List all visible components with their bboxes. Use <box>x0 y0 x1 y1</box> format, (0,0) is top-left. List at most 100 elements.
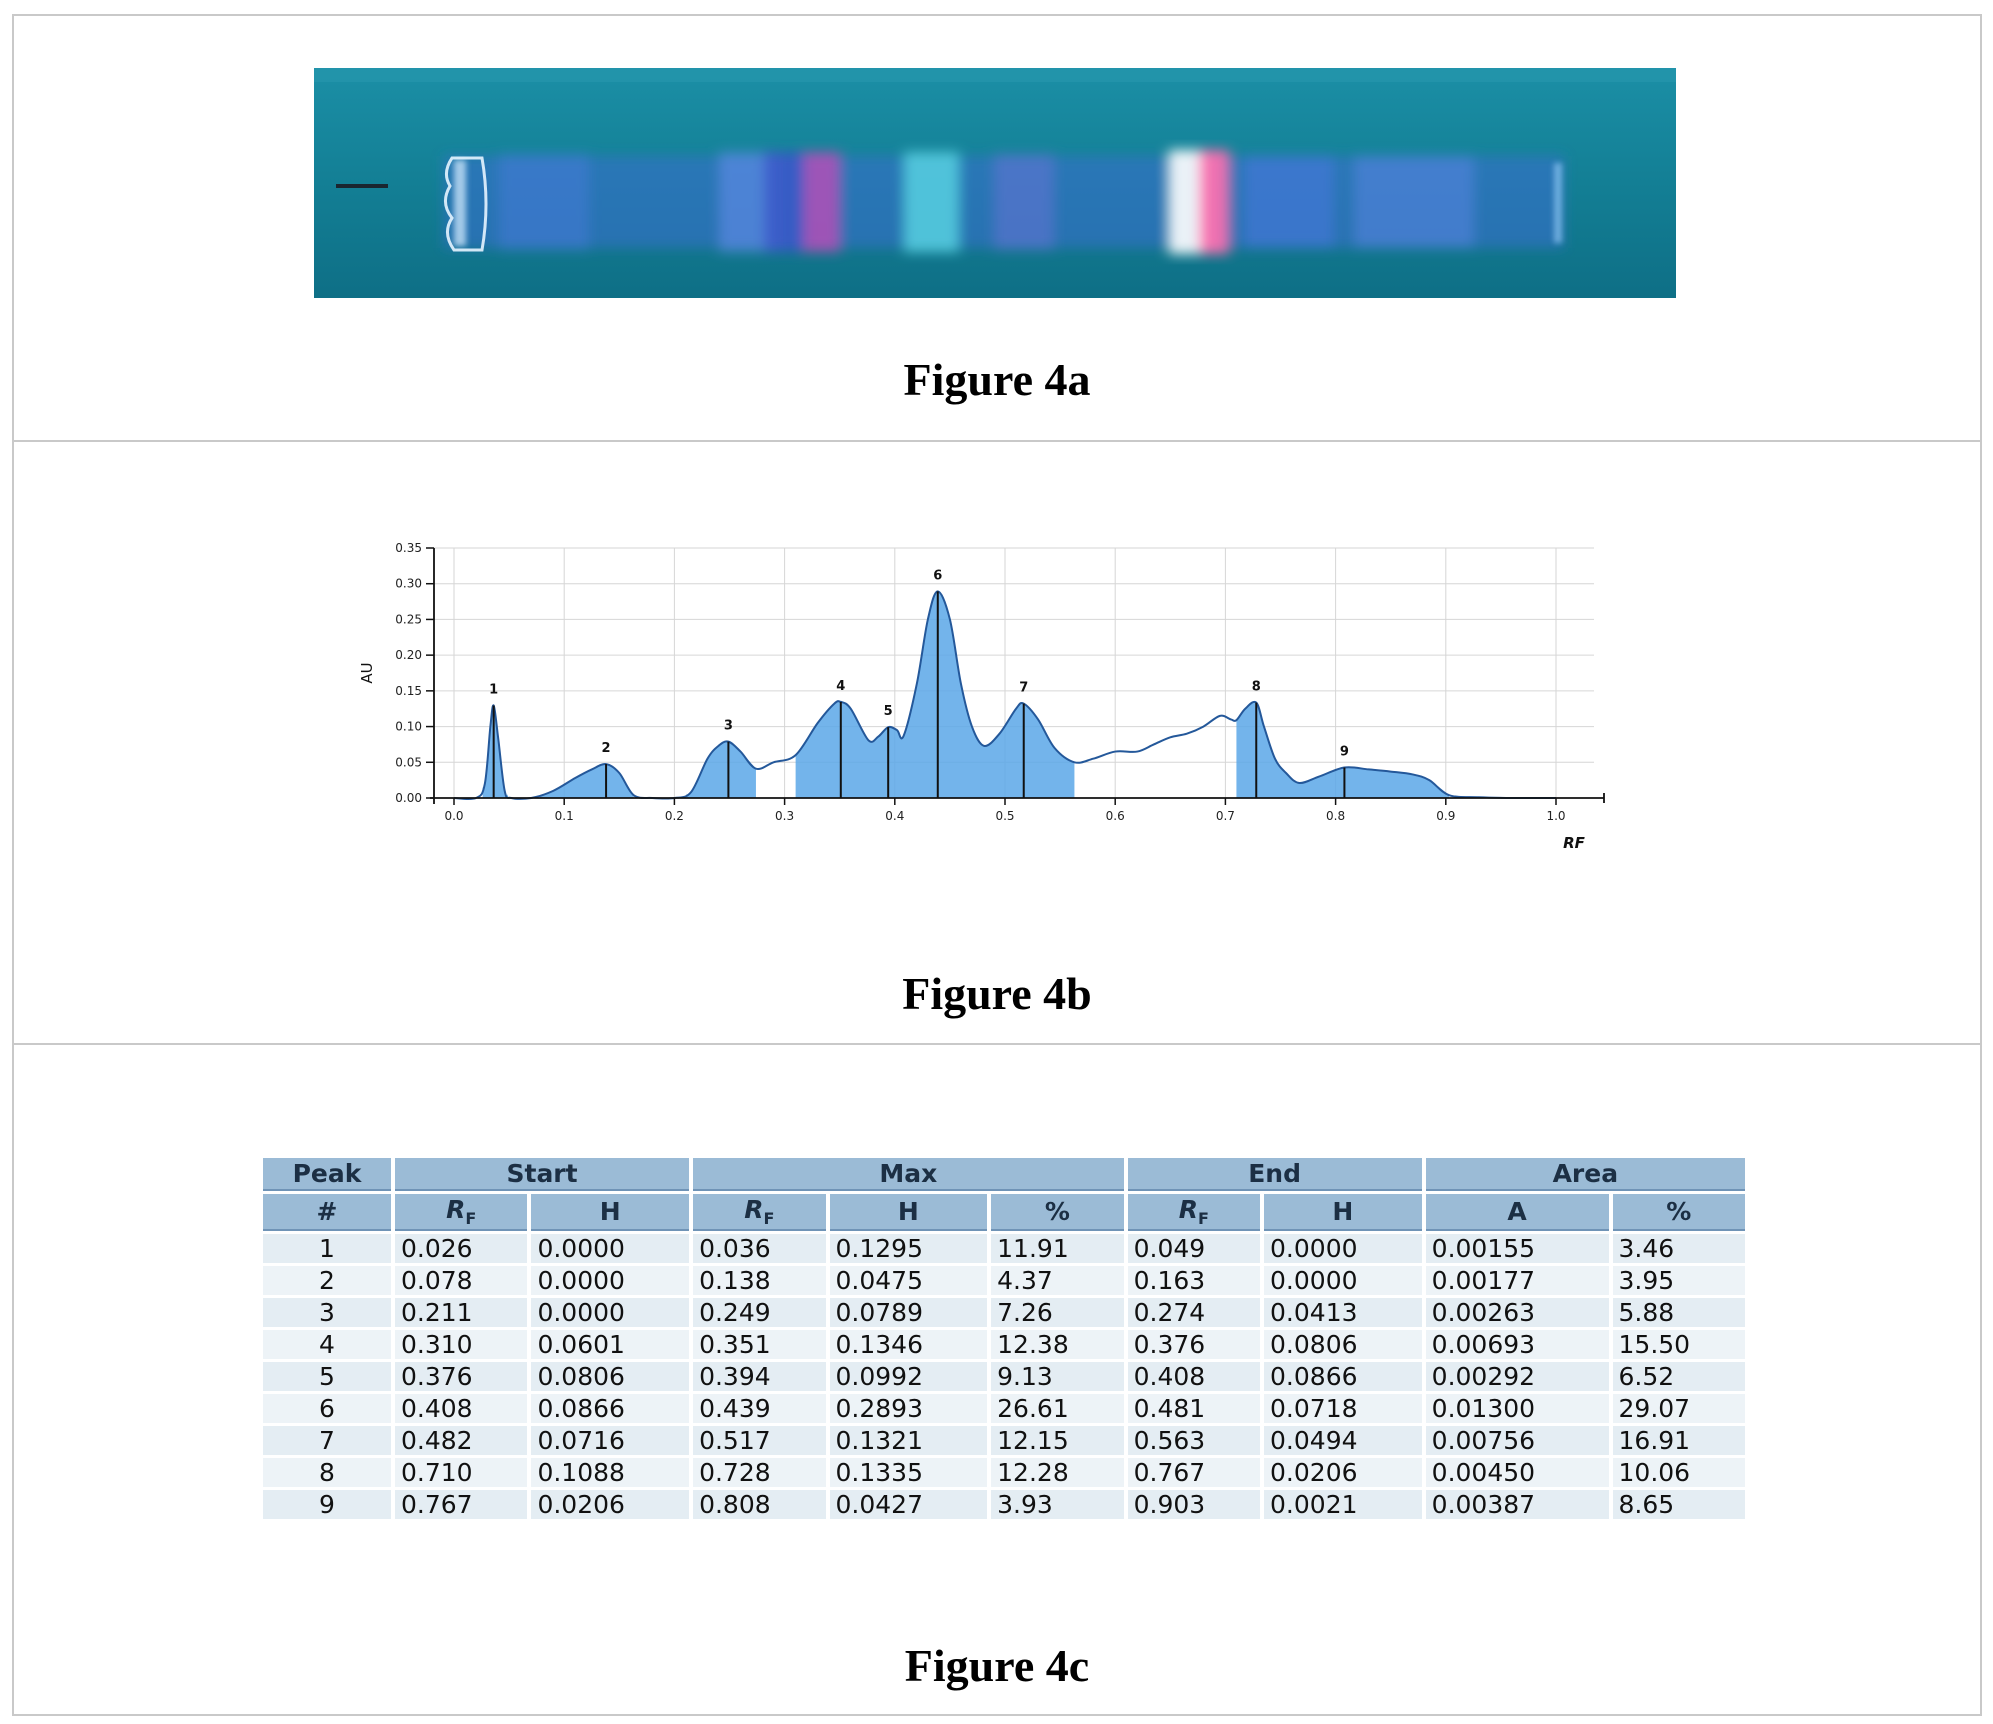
cell-start-h: 0.0000 <box>531 1266 690 1295</box>
x-tick-label: 0.6 <box>1106 809 1125 823</box>
chart-axes: 0.000.050.100.150.200.250.300.350.0 0.1 0.… <box>395 541 1605 823</box>
table-row: 8 0.710 0.1088 0.728 0.1335 12.28 0.767 0.0206 0… <box>263 1458 1745 1487</box>
cell-area-pct: 10.06 <box>1612 1458 1745 1487</box>
cell-end-h: 0.0494 <box>1264 1426 1422 1455</box>
cell-start-rf: 0.482 <box>395 1426 528 1455</box>
header-max-h: H <box>829 1194 988 1231</box>
cell-peak-number: 8 <box>263 1458 391 1487</box>
x-tick-label: 0.1 <box>555 809 574 823</box>
table-row: 6 0.408 0.0866 0.439 0.2893 26.61 0.481 0.0718 0… <box>263 1394 1745 1423</box>
cell-max-pct: 4.37 <box>991 1266 1124 1295</box>
cell-end-h: 0.0718 <box>1264 1394 1422 1423</box>
cell-start-rf: 0.026 <box>395 1234 528 1263</box>
peak-label: 2 <box>602 741 611 756</box>
cell-end-h: 0.0000 <box>1264 1266 1422 1295</box>
cell-start-rf: 0.710 <box>395 1458 528 1487</box>
peak-area-fills <box>482 591 1451 798</box>
figure-4a-caption: Figure 4a <box>903 354 1091 405</box>
header-area-a: A <box>1425 1194 1609 1231</box>
peak-markers: 1 2 3 4 5 6 7 8 9 <box>489 568 1349 798</box>
cell-max-rf: 0.808 <box>693 1490 826 1519</box>
y-tick-label: 0.05 <box>395 755 422 769</box>
header-start-h: H <box>531 1194 690 1231</box>
cell-max-h: 0.0475 <box>829 1266 988 1295</box>
header-max-rf: RF <box>693 1194 826 1231</box>
peak-area-fill <box>539 764 635 798</box>
header-end-h: H <box>1264 1194 1422 1231</box>
peak-label: 4 <box>836 679 845 694</box>
y-tick-label: 0.25 <box>395 612 422 626</box>
densitogram-chart: 0.000.050.100.150.200.250.300.350.0 0.1 0.… <box>358 541 1605 852</box>
y-tick-label: 0.00 <box>395 791 422 805</box>
x-tick-label: 0.8 <box>1326 809 1345 823</box>
cell-area-pct: 8.65 <box>1612 1490 1745 1519</box>
tlc-plate-image <box>314 68 1676 298</box>
y-tick-label: 0.35 <box>395 541 422 555</box>
cell-end-rf: 0.408 <box>1127 1362 1261 1391</box>
cell-max-rf: 0.394 <box>693 1362 826 1391</box>
y-tick-label: 0.15 <box>395 684 422 698</box>
cell-max-pct: 3.93 <box>991 1490 1124 1519</box>
cell-max-rf: 0.138 <box>693 1266 826 1295</box>
peak-label: 8 <box>1252 680 1261 695</box>
cell-start-rf: 0.078 <box>395 1266 528 1295</box>
cell-area-a: 0.00693 <box>1425 1330 1609 1359</box>
cell-max-rf: 0.249 <box>693 1298 826 1327</box>
cell-max-h: 0.1346 <box>829 1330 988 1359</box>
cell-end-rf: 0.376 <box>1127 1330 1261 1359</box>
x-tick-label: 0.7 <box>1216 809 1235 823</box>
cell-max-rf: 0.517 <box>693 1426 826 1455</box>
peak-area-fill <box>793 591 1076 798</box>
cell-start-h: 0.0000 <box>531 1234 690 1263</box>
cell-end-rf: 0.767 <box>1127 1458 1261 1487</box>
table-row: 7 0.482 0.0716 0.517 0.1321 12.15 0.563 0.0494 0… <box>263 1426 1745 1455</box>
peak-table-body: 1 0.026 0.0000 0.036 0.1295 11.91 0.049 0.0000 0… <box>263 1234 1745 1519</box>
cell-start-h: 0.0866 <box>531 1394 690 1423</box>
cell-end-h: 0.0206 <box>1264 1458 1422 1487</box>
header-area-pct: % <box>1612 1194 1745 1231</box>
figure-4b-caption: Figure 4b <box>902 968 1092 1019</box>
cell-area-pct: 6.52 <box>1612 1362 1745 1391</box>
cell-max-h: 0.1321 <box>829 1426 988 1455</box>
peak-label: 3 <box>724 719 733 734</box>
x-tick-label: 0.3 <box>775 809 794 823</box>
header-start: Start <box>395 1158 690 1191</box>
cell-area-pct: 3.46 <box>1612 1234 1745 1263</box>
cell-start-rf: 0.767 <box>395 1490 528 1519</box>
x-tick-label: 1.0 <box>1546 809 1565 823</box>
cell-end-rf: 0.563 <box>1127 1426 1261 1455</box>
cell-end-h: 0.0806 <box>1264 1330 1422 1359</box>
cell-start-rf: 0.408 <box>395 1394 528 1423</box>
cell-peak-number: 5 <box>263 1362 391 1391</box>
cell-area-pct: 29.07 <box>1612 1394 1745 1423</box>
x-axis-title: RF <box>1563 834 1586 852</box>
cell-peak-number: 3 <box>263 1298 391 1327</box>
header-area: Area <box>1425 1158 1745 1191</box>
cell-start-h: 0.0206 <box>531 1490 690 1519</box>
header-peak: Peak <box>263 1158 391 1191</box>
figure-4c-panel: Peak Start Max End Area # RF H RF H % RF… <box>14 1045 1980 1716</box>
x-tick-label: 0.4 <box>885 809 904 823</box>
cell-max-rf: 0.439 <box>693 1394 826 1423</box>
cell-start-rf: 0.310 <box>395 1330 528 1359</box>
peak-area-fill <box>686 741 758 798</box>
x-tick-label: 0.0 <box>444 809 463 823</box>
cell-area-pct: 3.95 <box>1612 1266 1745 1295</box>
cell-start-rf: 0.376 <box>395 1362 528 1391</box>
cell-area-a: 0.00177 <box>1425 1266 1609 1295</box>
cell-max-h: 0.0992 <box>829 1362 988 1391</box>
cell-peak-number: 2 <box>263 1266 391 1295</box>
peak-label: 7 <box>1019 681 1028 696</box>
cell-peak-number: 6 <box>263 1394 391 1423</box>
cell-area-pct: 16.91 <box>1612 1426 1745 1455</box>
cell-end-h: 0.0000 <box>1264 1234 1422 1263</box>
y-tick-label: 0.30 <box>395 577 422 591</box>
header-end-rf: RF <box>1127 1194 1261 1231</box>
cell-end-rf: 0.274 <box>1127 1298 1261 1327</box>
cell-max-pct: 12.28 <box>991 1458 1124 1487</box>
table-row: 3 0.211 0.0000 0.249 0.0789 7.26 0.274 0.0413 0.… <box>263 1298 1745 1327</box>
cell-peak-number: 7 <box>263 1426 391 1455</box>
x-tick-label: 0.2 <box>665 809 684 823</box>
y-axis-title: AU <box>358 662 376 683</box>
peak-label: 1 <box>489 683 498 698</box>
